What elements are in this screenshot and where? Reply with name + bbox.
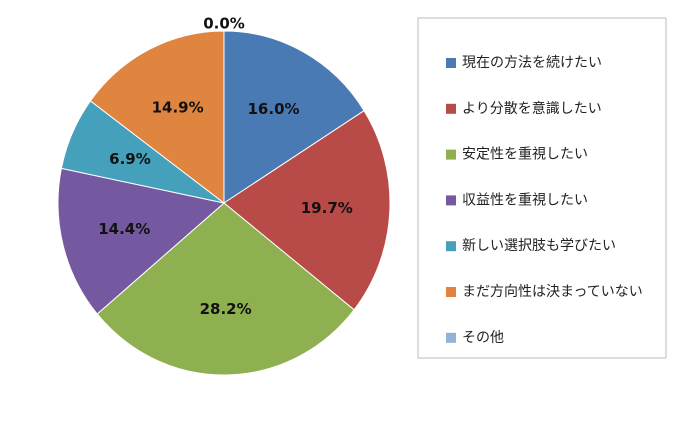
legend-label: 新しい選択肢も学びたい bbox=[462, 238, 616, 254]
pie-slice bbox=[223, 109, 391, 311]
legend-swatch bbox=[446, 332, 456, 343]
legend-swatch bbox=[446, 103, 456, 114]
data-label: 19.7% bbox=[301, 199, 353, 217]
legend-label: より分散を意識したい bbox=[462, 100, 602, 117]
legend-swatch bbox=[446, 58, 456, 68]
legend-label: その他 bbox=[462, 330, 504, 346]
data-label: 0.0% bbox=[203, 15, 245, 33]
legend-box bbox=[417, 17, 667, 359]
data-label: 6.9% bbox=[109, 150, 151, 168]
legend-label: 収益性を重視したい bbox=[462, 192, 588, 208]
data-label: 16.0% bbox=[248, 100, 300, 118]
pie-slice bbox=[223, 30, 365, 204]
legend-label: 現在の方法を続けたい bbox=[462, 54, 602, 71]
legend-swatch bbox=[446, 287, 456, 297]
data-label: 14.9% bbox=[152, 98, 204, 116]
legend-swatch bbox=[446, 149, 456, 160]
legend-swatch bbox=[446, 195, 456, 206]
legend-label: 安定性を重視したい bbox=[462, 147, 588, 163]
pie-slice bbox=[96, 202, 355, 376]
legend-label: まだ方向性は決まっていない bbox=[462, 284, 643, 300]
legend-swatch bbox=[446, 241, 456, 252]
data-label: 14.4% bbox=[98, 220, 150, 238]
pie-slice bbox=[89, 30, 225, 205]
pie-slice bbox=[57, 167, 226, 315]
data-label: 28.2% bbox=[200, 300, 252, 318]
